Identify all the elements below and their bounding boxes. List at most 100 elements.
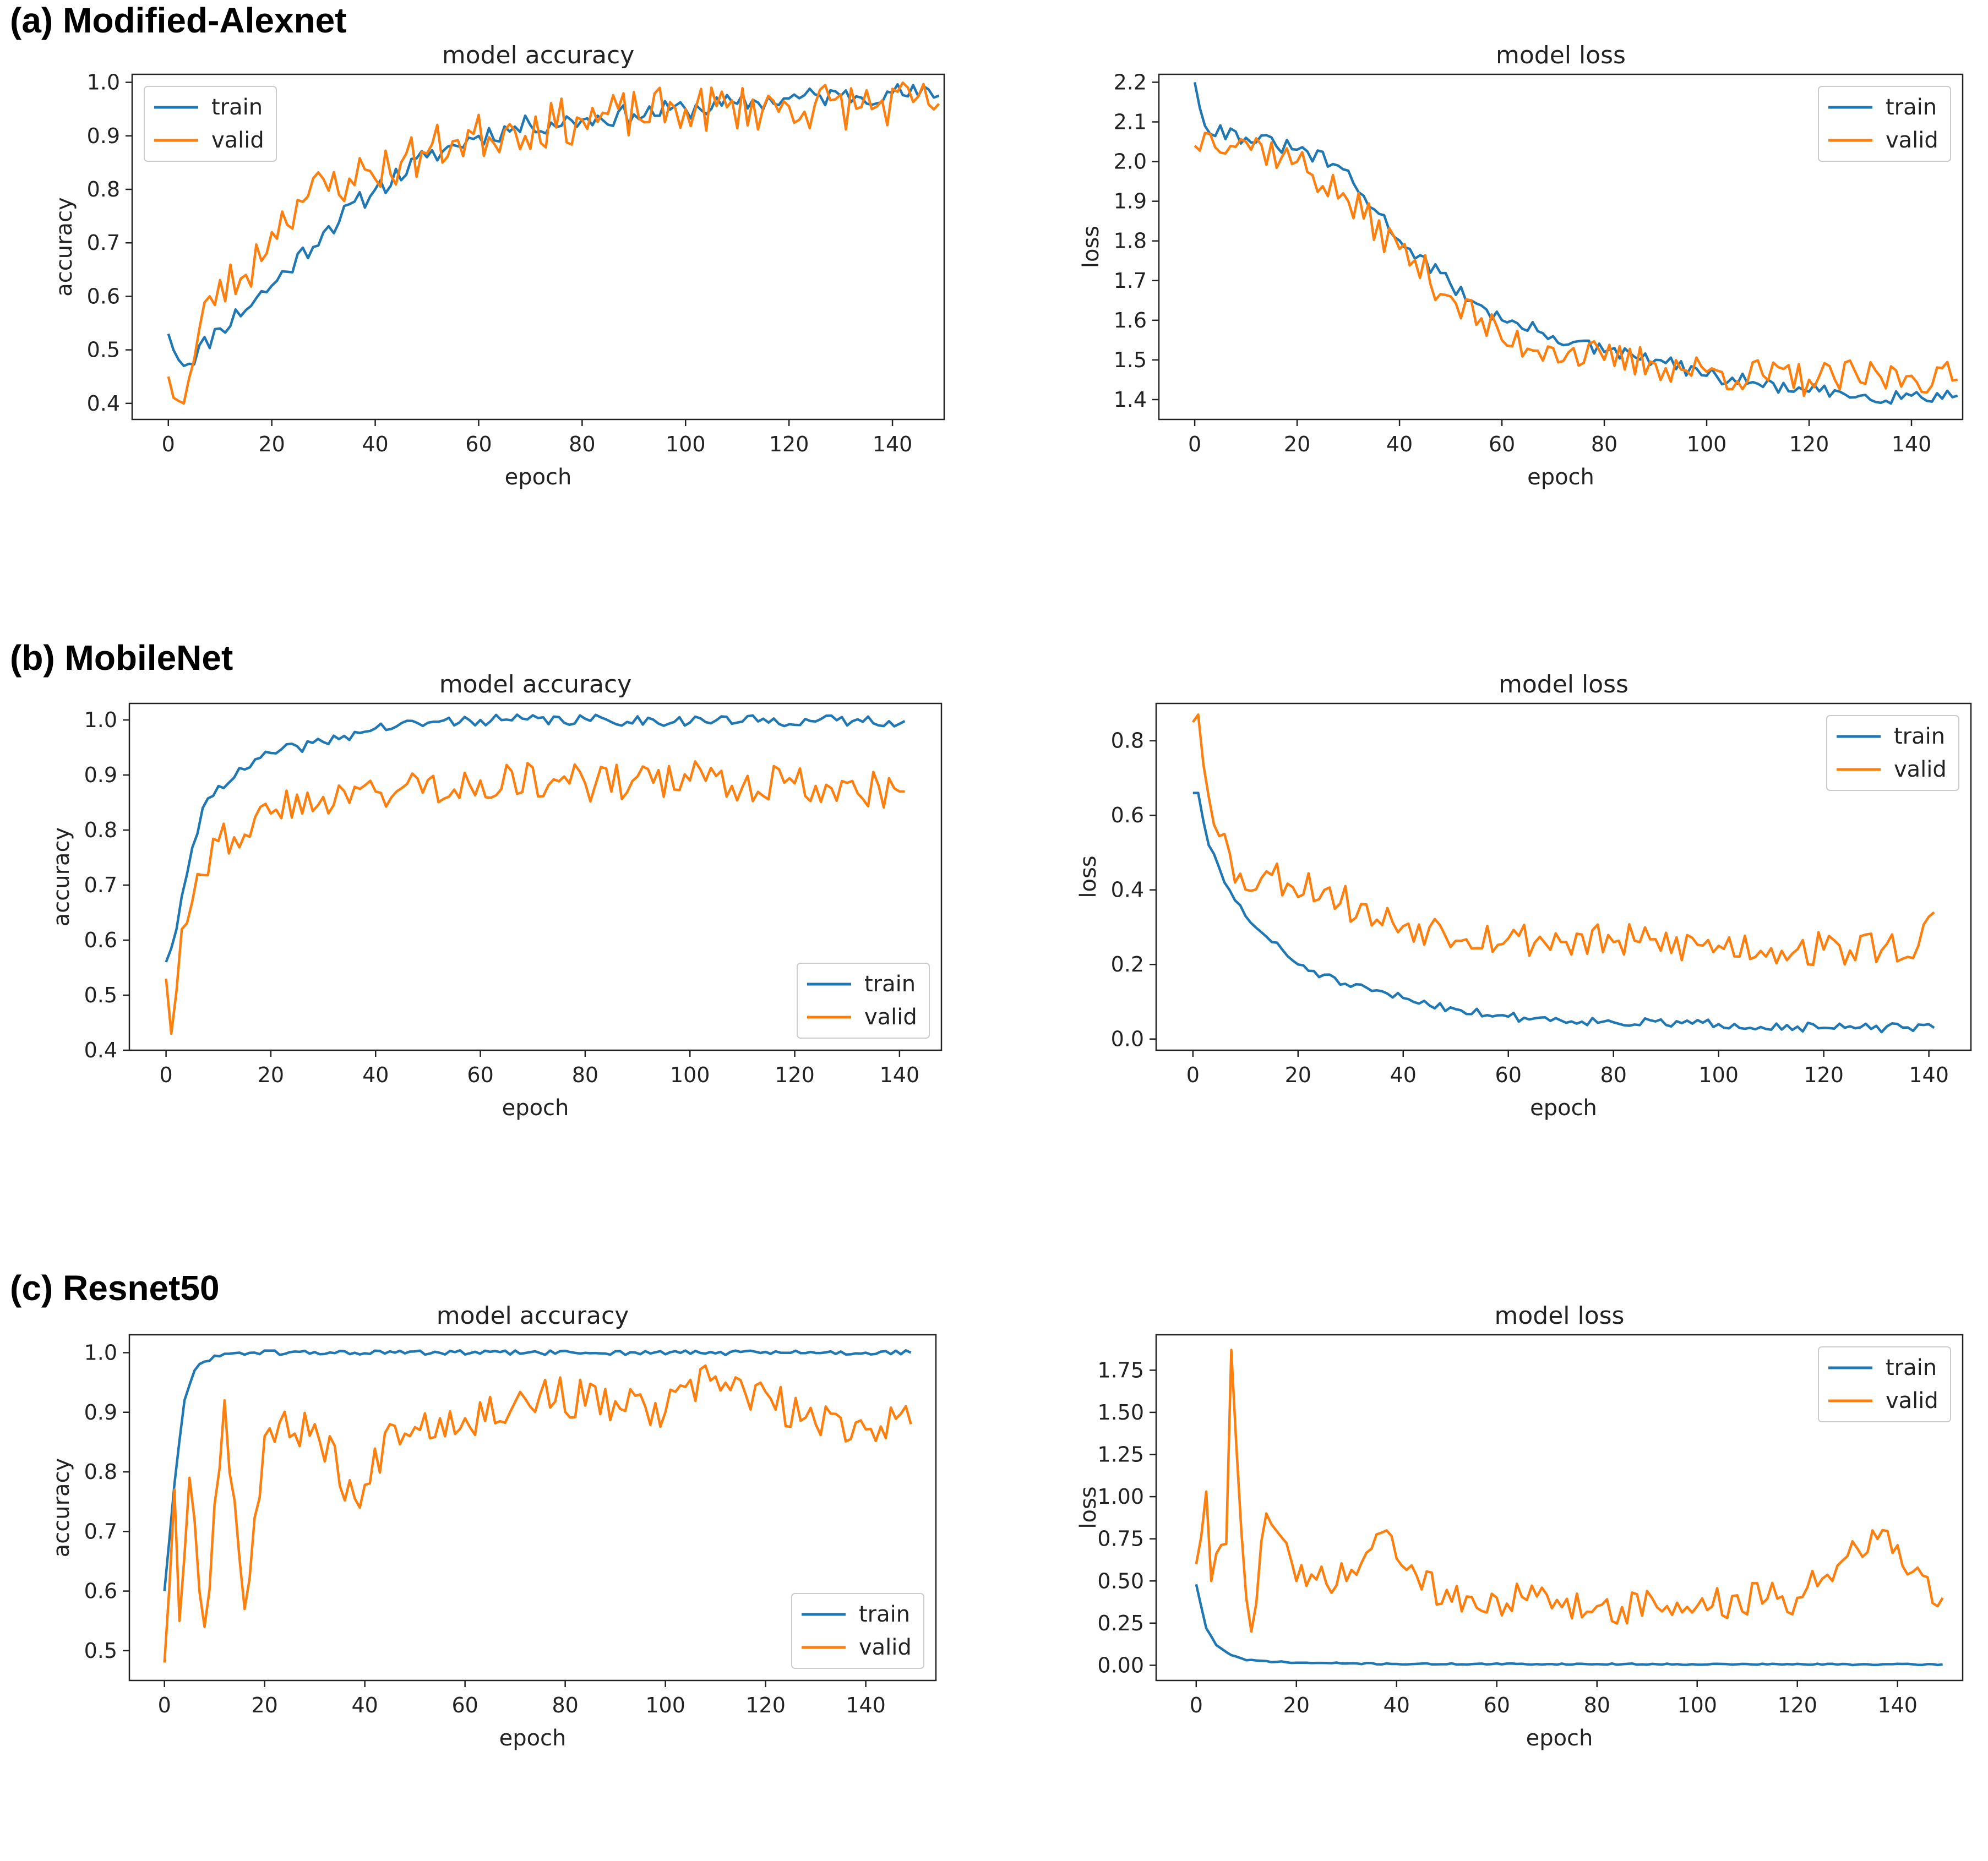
y-axis-label: loss [1079,226,1104,268]
y-tick-label: 0.50 [1097,1569,1144,1593]
resnet-loss-svg: model loss 0 20 40 60 80 100 120 140 0.00 0.25 0.50… [1076,1302,1964,1751]
resnet-accuracy-chart: model accuracy 0 20 40 60 80 100 120 140 0.5 0.6 0.… [49,1302,941,1785]
x-tick-label: 60 [465,432,492,456]
x-tick-label: 40 [1390,1063,1417,1087]
y-tick-label: 1.0 [84,1340,117,1365]
y-tick-label: 1.5 [1114,348,1147,372]
series-line-valid [163,1364,912,1663]
plot-frame [128,1334,937,1682]
y-tick-label: 1.75 [1097,1358,1144,1382]
x-axis-label: epoch [1530,1095,1597,1121]
series-line-valid [1195,1349,1944,1633]
x-tick-label: 120 [769,432,809,456]
series-line-valid [167,81,940,405]
x-tick-label: 140 [1892,432,1932,456]
x-axis-label: epoch [1526,1726,1593,1751]
y-tick-label: 0.7 [87,231,120,255]
x-tick-label: 40 [362,432,388,456]
x-tick-label: 0 [1186,1063,1200,1087]
legend-label-valid: valid [211,128,264,153]
legend-box [1826,715,1959,791]
x-tick-label: 20 [258,1063,284,1087]
legend-label-train: train [1886,1355,1937,1380]
legend-label-train: train [864,972,916,997]
legend: train valid [1826,715,1959,791]
mobilenet-accuracy-svg: model accuracy 0 20 40 60 80 100 120 140 0.4 0.5 0.… [49,670,943,1121]
x-tick-label: 120 [1789,432,1829,456]
x-tick-label: 0 [1190,1693,1203,1717]
panel-label-resnet50: (c) Resnet50 [10,1268,220,1308]
legend: train valid [1818,1346,1951,1422]
x-axis-label: epoch [1527,465,1594,490]
plot-frame [1158,73,1964,421]
x-tick-label: 0 [1188,432,1201,456]
y-tick-label: 1.8 [1114,229,1147,253]
x-tick-label: 100 [1677,1693,1717,1717]
y-tick-label: 0.9 [84,763,117,787]
x-tick-label: 0 [158,1693,171,1717]
panel-label-mobilenet: (b) MobileNet [10,638,233,678]
y-tick-label: 0.8 [1111,729,1144,753]
y-tick-label: 0.00 [1097,1653,1144,1677]
x-tick-label: 120 [745,1693,786,1717]
legend-box [144,86,277,162]
y-tick-label: 0.4 [87,391,120,416]
series-line-valid [1194,132,1958,397]
legend-label-valid: valid [864,1005,917,1030]
series-line-train [1192,792,1935,1034]
x-tick-label: 60 [1489,432,1515,456]
chart-title: model loss [1499,670,1628,698]
y-tick-label: 0.9 [87,124,120,148]
x-axis-label: epoch [502,1095,569,1121]
x-tick-label: 100 [1687,432,1727,456]
x-tick-label: 40 [351,1693,378,1717]
x-tick-label: 100 [670,1063,710,1087]
x-tick-label: 40 [1384,1693,1410,1717]
legend-box [797,963,930,1039]
y-tick-label: 1.0 [84,708,117,732]
legend-box [1818,1346,1951,1422]
y-tick-label: 0.25 [1097,1611,1144,1635]
x-tick-label: 80 [569,432,595,456]
y-tick-label: 2.0 [1114,150,1147,174]
plot-frame [128,702,943,1051]
x-axis-label: epoch [499,1726,567,1751]
x-tick-label: 20 [1285,1063,1311,1087]
y-axis-label: accuracy [49,1458,74,1557]
legend-label-valid: valid [1886,128,1938,153]
x-tick-label: 0 [162,432,175,456]
x-tick-label: 100 [666,432,706,456]
y-tick-label: 0.5 [87,338,120,362]
y-tick-label: 0.8 [87,177,120,201]
series-line-train [165,713,906,963]
y-tick-label: 0.6 [84,928,117,952]
legend-label-train: train [859,1602,910,1627]
series-line-train [1193,81,1958,405]
alexnet-loss-chart: model loss 0 20 40 60 80 100 120 140 1.4 1.5 1.6 1.7… [1079,41,1968,524]
x-tick-label: 0 [160,1063,173,1087]
alexnet-accuracy-svg: model accuracy 0 20 40 60 80 100 120 140 0.4 0.5 0.… [52,41,945,490]
x-tick-label: 80 [1584,1693,1610,1717]
legend-box [791,1593,924,1669]
legend-label-valid: valid [1886,1388,1938,1414]
y-tick-label: 0.6 [84,1579,117,1603]
legend: train valid [791,1593,924,1669]
x-axis-label: epoch [505,465,572,490]
x-tick-label: 140 [1909,1063,1949,1087]
y-tick-label: 0.8 [84,818,117,842]
plot-frame [131,73,945,421]
resnet-accuracy-svg: model accuracy 0 20 40 60 80 100 120 140 0.5 0.6 0.… [49,1302,937,1751]
legend-label-train: train [1894,724,1945,749]
x-tick-label: 140 [1877,1693,1918,1717]
y-tick-label: 0.0 [1111,1027,1144,1051]
alexnet-loss-svg: model loss 0 20 40 60 80 100 120 140 1.4 1.5 1.6 1.7… [1079,41,1964,490]
alexnet-accuracy-chart: model accuracy 0 20 40 60 80 100 120 140 0.4 0.5 0.… [52,41,950,524]
y-axis-label: loss [1076,1486,1101,1529]
y-axis-label: accuracy [52,197,77,296]
x-tick-label: 120 [775,1063,815,1087]
mobilenet-accuracy-chart: model accuracy 0 20 40 60 80 100 120 140 0.4 0.5 0.… [49,670,947,1155]
resnet-loss-chart: model loss 0 20 40 60 80 100 120 140 0.00 0.25 0.50… [1076,1302,1968,1785]
plot-frame [1155,702,1972,1051]
y-axis-label: loss [1076,855,1101,898]
x-tick-label: 80 [1591,432,1617,456]
